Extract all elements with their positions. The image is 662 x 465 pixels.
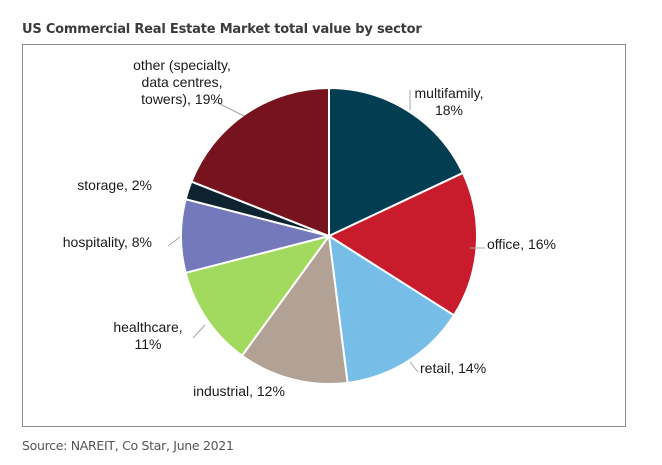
- data-label-line: storage, 2%: [77, 177, 152, 193]
- data-label-line: data centres,: [142, 74, 223, 90]
- data-label-line: hospitality, 8%: [63, 234, 152, 250]
- pie-slice-office: [326, 171, 478, 317]
- chart-title: US Commercial Real Estate Market total v…: [22, 22, 422, 37]
- data-label-line: retail, 14%: [420, 360, 486, 376]
- data-label-multifamily: multifamily, 18%: [415, 85, 484, 118]
- data-label-line: healthcare,: [113, 319, 182, 335]
- data-label-retail: retail, 14%: [420, 360, 486, 376]
- data-label-other: other (specialty, data centres, towers), 1…: [133, 57, 231, 107]
- leader-line: [213, 100, 245, 117]
- data-label-line: office, 16%: [487, 236, 556, 252]
- data-label-line: other (specialty,: [133, 57, 231, 73]
- leader-line: [409, 361, 419, 373]
- pie-slice-other: [190, 86, 330, 238]
- data-label-office: office, 16%: [487, 236, 556, 252]
- data-label-line: 11%: [135, 336, 162, 352]
- pie-slice-industrial: [240, 233, 349, 385]
- data-label-line: 18%: [435, 102, 463, 118]
- chart-frame: [22, 44, 626, 427]
- data-label-storage: storage, 2%: [77, 177, 152, 193]
- leader-line: [167, 236, 181, 247]
- leader-line: [192, 324, 206, 339]
- pie-slice-multifamily: [328, 86, 465, 238]
- data-label-line: towers), 19%: [141, 91, 223, 107]
- data-label-line: industrial, 12%: [193, 383, 285, 399]
- data-label-line: multifamily,: [415, 85, 484, 101]
- data-label-hospitality: hospitality, 8%: [63, 234, 152, 250]
- data-label-industrial: industrial, 12%: [193, 383, 285, 399]
- data-label-healthcare: healthcare, 11%: [113, 319, 182, 352]
- pie-slice-healthcare: [184, 234, 332, 358]
- source-note: Source: NAREIT, Co Star, June 2021: [22, 438, 234, 453]
- pie-slice-retail: [327, 234, 456, 384]
